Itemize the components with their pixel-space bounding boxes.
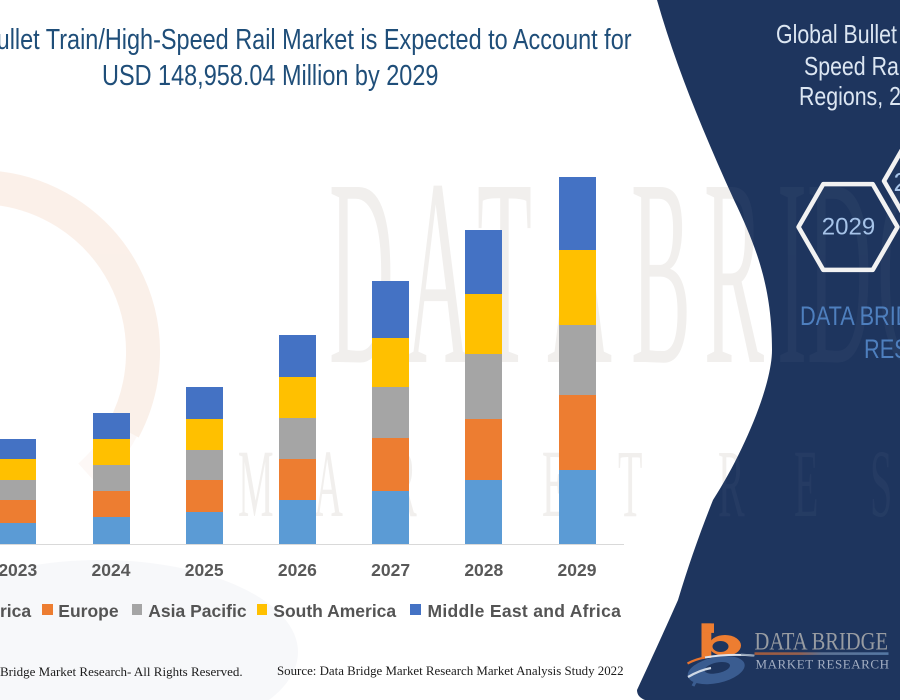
svg-text:2022: 2022: [894, 167, 900, 197]
svg-text:T: T: [618, 430, 642, 537]
svg-text:S: S: [870, 430, 892, 537]
svg-text:E: E: [794, 430, 818, 537]
svg-text:A: A: [314, 430, 343, 537]
svg-text:A: A: [406, 125, 471, 421]
svg-text:2029: 2029: [822, 213, 875, 240]
svg-text:MARKET RESEARCH: MARKET RESEARCH: [756, 657, 890, 672]
svg-text:D: D: [807, 125, 872, 421]
svg-text:I: I: [777, 125, 807, 421]
svg-text:DATA BRIDGE: DATA BRIDGE: [755, 627, 889, 656]
svg-text:M: M: [238, 430, 274, 537]
svg-text:B: B: [631, 125, 691, 421]
